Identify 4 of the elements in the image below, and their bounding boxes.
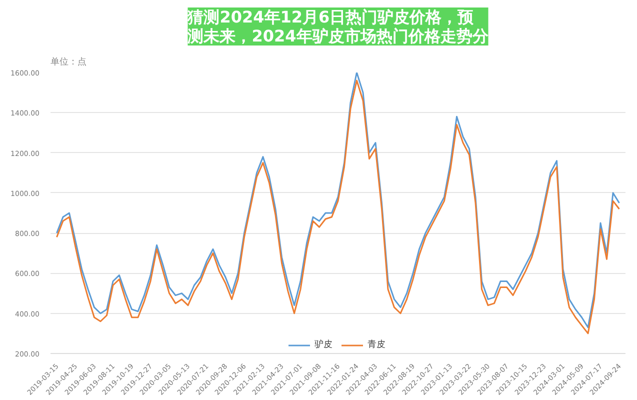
legend-label: 驴皮 bbox=[314, 338, 334, 351]
y-axis-title: 单位：点 bbox=[50, 56, 86, 68]
legend-label: 青皮 bbox=[368, 338, 386, 351]
chart-title: 猜测2024年12月6日热门驴皮价格，预测未来，2024年驴皮市场热门价格走势分 bbox=[186, 8, 490, 46]
